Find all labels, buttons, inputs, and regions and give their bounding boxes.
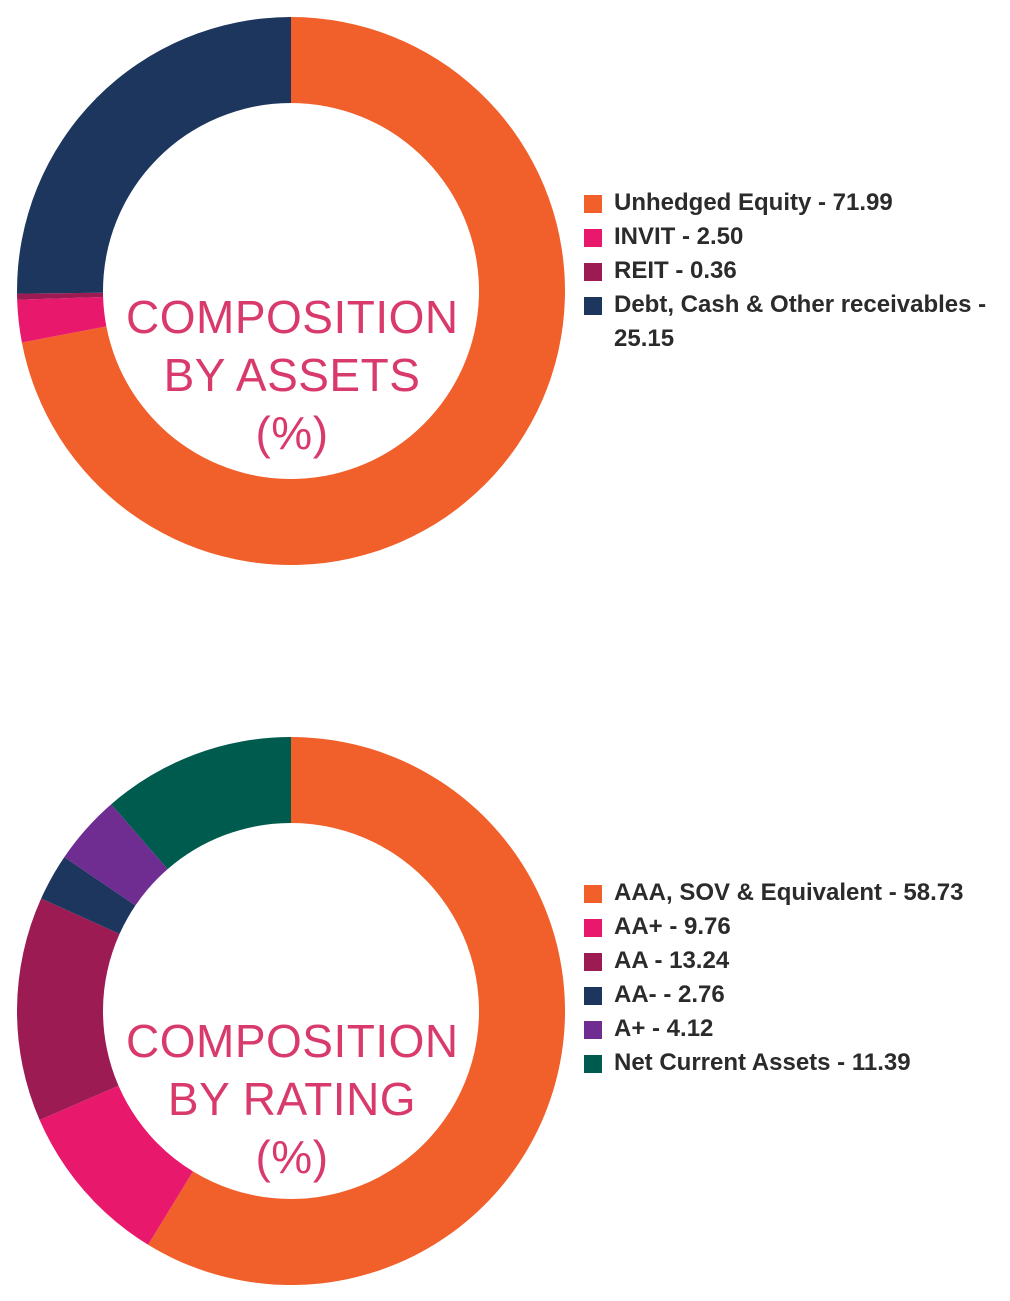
assets-center-line-1: COMPOSITION [126,291,459,343]
rating-legend-label-5: A+ - 4.12 [614,1015,714,1042]
rating-legend-label-6: Net Current Assets - 11.39 [614,1049,911,1076]
assets-legend-label-4: Debt, Cash & Other receivables - 25.15 [614,291,987,352]
rating-center-line-2: BY RATING [167,1073,417,1125]
assets-center-line-2: BY ASSETS [163,349,421,401]
assets-legend-label-1: Unhedged Equity - 71.99 [614,189,893,216]
rating-composition-chart: COMPOSITION BY RATING (%) AAA, SOV & Equ… [0,720,1010,1301]
rating-legend-swatch-6 [584,1055,602,1073]
rating-legend-item-5: A+ - 4.12 [584,1012,1004,1046]
assets-legend-item-4: Debt, Cash & Other receivables - 25.15 [584,288,1004,356]
assets-slice-4 [17,17,291,294]
assets-legend-label-3: REIT - 0.36 [614,257,737,284]
rating-legend-swatch-2 [584,919,602,937]
rating-slice-4 [41,857,136,934]
assets-legend-swatch-4 [584,297,602,315]
assets-legend-swatch-2 [584,229,602,247]
rating-legend-label-4: AA- - 2.76 [614,981,725,1008]
assets-legend: Unhedged Equity - 71.99 INVIT - 2.50 REIT … [584,186,1004,356]
rating-legend-swatch-1 [584,885,602,903]
assets-legend-label-2: INVIT - 2.50 [614,223,744,250]
rating-slice-3 [16,898,120,1120]
rating-legend: AAA, SOV & Equivalent - 58.73 AA+ - 9.76 A… [584,876,1004,1080]
rating-legend-item-3: AA - 13.24 [584,944,1004,978]
assets-legend-swatch-3 [584,263,602,281]
rating-legend-item-6: Net Current Assets - 11.39 [584,1046,1004,1080]
rating-slice-6 [111,737,291,870]
rating-center-line-3: (%) [255,1131,329,1183]
assets-donut [17,17,566,566]
rating-slice-2 [39,1085,193,1245]
rating-legend-item-2: AA+ - 9.76 [584,910,1004,944]
rating-legend-label-3: AA - 13.24 [614,947,730,974]
rating-legend-swatch-4 [584,987,602,1005]
rating-donut [16,737,565,1285]
rating-center-label: COMPOSITION BY RATING (%) [126,1012,458,1186]
assets-legend-item-1: Unhedged Equity - 71.99 [584,186,1004,220]
assets-slice-2 [17,297,107,343]
assets-center-label: COMPOSITION BY ASSETS (%) [126,288,458,462]
assets-legend-item-2: INVIT - 2.50 [584,220,1004,254]
assets-center-line-3: (%) [255,407,329,459]
rating-legend-label-1: AAA, SOV & Equivalent - 58.73 [614,879,964,906]
assets-legend-swatch-1 [584,195,602,213]
rating-legend-swatch-3 [584,953,602,971]
rating-legend-label-2: AA+ - 9.76 [614,913,731,940]
assets-slice-3 [17,292,104,300]
rating-legend-swatch-5 [584,1021,602,1039]
rating-slice-1 [148,737,565,1285]
assets-legend-item-3: REIT - 0.36 [584,254,1004,288]
rating-legend-item-4: AA- - 2.76 [584,978,1004,1012]
rating-slice-5 [64,804,168,906]
rating-legend-item-1: AAA, SOV & Equivalent - 58.73 [584,876,1004,910]
rating-center-line-1: COMPOSITION [126,1015,459,1067]
assets-slice-1 [21,17,566,566]
assets-composition-chart: COMPOSITION BY ASSETS (%) Unhedged Equit… [0,0,1010,600]
